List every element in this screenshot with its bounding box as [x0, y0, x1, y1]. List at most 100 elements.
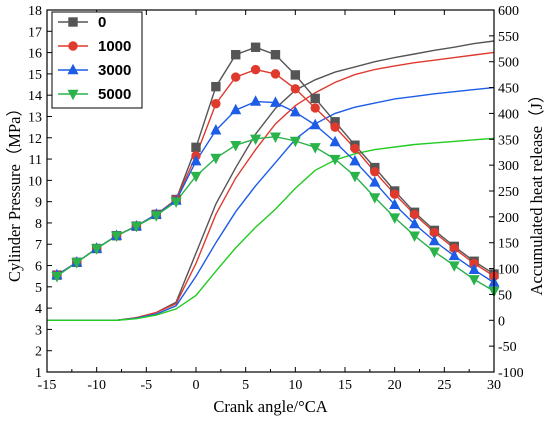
pressure-point-0	[231, 50, 241, 60]
pressure-point-3000	[250, 95, 262, 106]
left-y-tick-label: 1	[35, 366, 42, 381]
left-y-tick-label: 5	[35, 281, 42, 296]
pressure-point-5000	[170, 197, 182, 208]
pressure-point-3000	[428, 234, 440, 246]
pressure-point-5000	[468, 275, 480, 286]
pressure-point-3000	[329, 135, 341, 147]
left-y-tick-label: 7	[35, 238, 42, 253]
legend-marker-1000	[68, 41, 78, 51]
pressure-point-5000	[448, 261, 460, 272]
pressure-point-5000	[269, 132, 281, 143]
pressure-point-3000	[309, 118, 321, 130]
pressure-point-5000	[150, 211, 162, 222]
x-tick-label: -5	[140, 378, 152, 393]
pressure-point-1000	[409, 209, 420, 220]
left-y-axis-title: Cylinder Pressure（MPa）	[5, 100, 24, 282]
right-y-tick-label: 100	[498, 263, 519, 278]
pressure-point-1000	[310, 103, 320, 113]
legend-marker-0	[68, 17, 78, 27]
pressure-point-0	[250, 42, 261, 52]
right-y-tick-label: 400	[498, 107, 519, 122]
x-tick-label: 30	[487, 378, 501, 393]
left-y-tick-label: 3	[35, 323, 42, 338]
heat-release-line-5000	[47, 137, 495, 321]
pressure-point-5000	[190, 171, 202, 183]
pressure-point-1000	[250, 64, 261, 75]
left-y-tick-label: 10	[28, 174, 42, 189]
pressure-point-5000	[349, 171, 361, 183]
left-y-tick-label: 17	[28, 25, 42, 40]
right-y-tick-label: 450	[498, 82, 519, 97]
left-y-tick-label: 15	[28, 68, 42, 83]
pressure-point-1000	[370, 167, 380, 177]
pressure-point-0	[211, 81, 221, 92]
x-axis-title: Crank angle/°CA	[213, 397, 327, 416]
left-y-tick-label: 18	[28, 4, 42, 19]
right-y-tick-label: -50	[498, 340, 517, 355]
legend-label-3000: 3000	[98, 62, 131, 79]
x-tick-label: 5	[242, 378, 249, 393]
left-y-tick-label: 9	[35, 196, 42, 211]
x-tick-label: 0	[193, 378, 200, 393]
x-tick-label: -15	[38, 378, 57, 393]
axes: -15 -10 -5 0 5 10 15 20 25 3012345678910111213141…	[28, 4, 524, 393]
left-y-tick-label: 2	[35, 345, 42, 360]
pressure-point-3000	[269, 96, 281, 107]
pressure-point-3000	[468, 263, 480, 274]
right-y-tick-label: 350	[498, 133, 519, 148]
pressure-point-0	[191, 142, 201, 153]
left-y-tick-label: 12	[28, 132, 42, 147]
right-y-tick-label: 300	[498, 159, 519, 174]
pressure-point-3000	[210, 124, 222, 135]
pressure-point-1000	[290, 84, 301, 94]
x-tick-label: 25	[437, 378, 451, 393]
pressure-point-0	[270, 50, 281, 60]
pressure-point-3000	[190, 154, 202, 166]
pressure-point-1000	[389, 189, 400, 199]
pressure-point-5000	[71, 258, 83, 269]
pressure-point-5000	[369, 193, 381, 204]
pressure-point-1000	[330, 122, 340, 132]
right-y-tick-label: -100	[498, 366, 524, 381]
legend-box	[51, 11, 143, 109]
pressure-point-3000	[369, 176, 381, 187]
pressure-markers	[51, 42, 500, 298]
left-y-tick-label: 14	[28, 89, 42, 104]
pressure-point-3000	[289, 105, 301, 117]
pressure-point-5000	[250, 134, 262, 146]
legend: 0 1000 3000 5000	[51, 11, 143, 109]
pressure-point-5000	[389, 213, 401, 224]
right-y-tick-label: 0	[498, 314, 505, 329]
pressure-point-5000	[329, 154, 341, 166]
pressure-point-5000	[230, 141, 242, 152]
right-y-tick-label: 150	[498, 237, 519, 252]
pressure-point-1000	[270, 69, 281, 79]
right-y-tick-label: 250	[498, 185, 519, 200]
left-y-tick-label: 8	[35, 217, 42, 232]
pressure-point-3000	[409, 217, 421, 229]
x-tick-label: -10	[87, 378, 106, 393]
pressure-point-5000	[91, 244, 103, 255]
pressure-point-3000	[230, 103, 242, 115]
pressure-point-1000	[231, 72, 241, 82]
x-tick-label: 10	[288, 378, 302, 393]
pressure-point-5000	[289, 136, 301, 148]
right-y-axis-title: Accumulated heat release（J）	[527, 87, 546, 296]
pressure-point-0	[310, 93, 320, 104]
right-y-tick-label: 200	[498, 211, 519, 226]
pressure-point-0	[290, 70, 301, 80]
right-y-tick-label: 600	[498, 4, 519, 19]
x-tick-label: 20	[388, 378, 402, 393]
left-y-tick-label: 11	[29, 153, 42, 168]
left-y-tick-label: 16	[28, 47, 42, 62]
pressure-point-1000	[350, 143, 360, 154]
legend-label-5000: 5000	[98, 86, 131, 103]
pressure-point-5000	[409, 231, 421, 242]
pressure-point-3000	[349, 154, 361, 166]
left-y-tick-label: 13	[28, 110, 42, 125]
pressure-point-1000	[211, 98, 221, 109]
left-y-tick-label: 6	[35, 260, 42, 275]
pressure-point-5000	[130, 221, 142, 233]
pressure-point-5000	[428, 247, 440, 258]
